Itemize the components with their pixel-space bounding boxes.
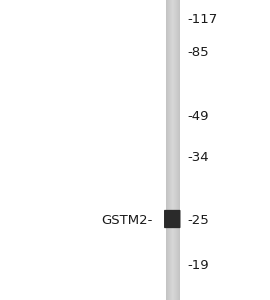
Bar xyxy=(173,0,174,300)
Bar xyxy=(171,0,172,300)
Text: -19: -19 xyxy=(188,259,209,272)
Bar xyxy=(170,0,171,300)
Bar xyxy=(174,0,175,300)
FancyBboxPatch shape xyxy=(164,210,181,228)
Bar xyxy=(178,0,179,300)
Bar xyxy=(168,0,169,300)
Text: GSTM2-: GSTM2- xyxy=(101,214,153,227)
Text: -34: -34 xyxy=(188,151,209,164)
Text: -25: -25 xyxy=(188,214,210,227)
Bar xyxy=(169,0,170,300)
Text: -85: -85 xyxy=(188,46,209,59)
Text: -117: -117 xyxy=(188,13,218,26)
Bar xyxy=(175,0,176,300)
Text: -49: -49 xyxy=(188,110,209,124)
Bar xyxy=(179,0,180,300)
Bar xyxy=(172,0,173,300)
Bar xyxy=(167,0,168,300)
Bar xyxy=(177,0,178,300)
Bar xyxy=(176,0,177,300)
Bar xyxy=(166,0,167,300)
